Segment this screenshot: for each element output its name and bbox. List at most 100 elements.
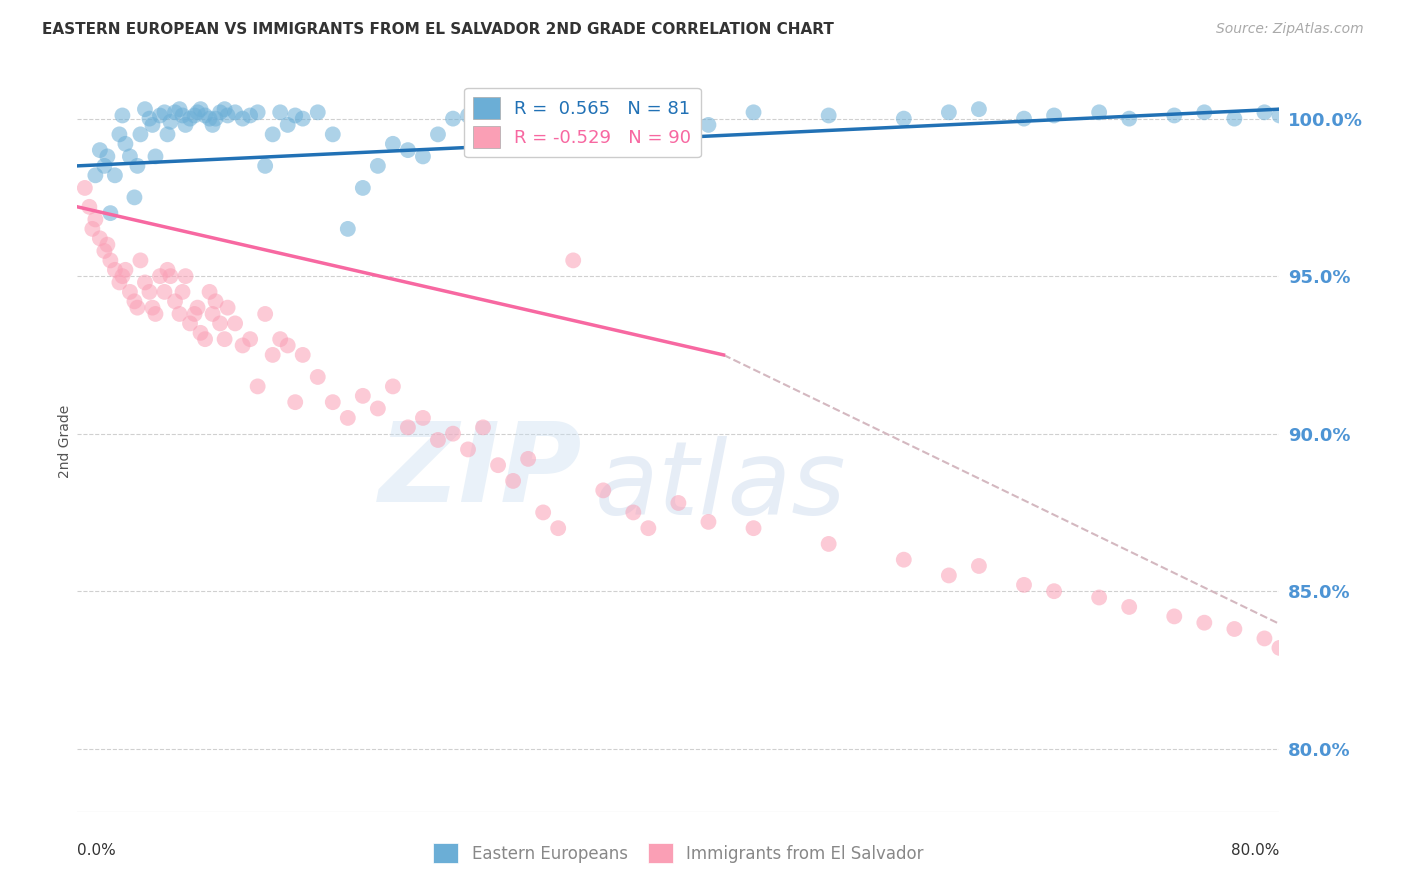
Point bbox=[159, 115, 181, 129]
Point bbox=[204, 294, 226, 309]
Point bbox=[169, 102, 191, 116]
Point bbox=[592, 118, 614, 132]
Point bbox=[217, 301, 239, 315]
Point bbox=[621, 105, 644, 120]
Point bbox=[291, 112, 314, 126]
Point bbox=[621, 505, 644, 519]
Point bbox=[156, 128, 179, 142]
Point bbox=[111, 269, 134, 284]
Text: atlas: atlas bbox=[595, 436, 846, 536]
Point bbox=[269, 332, 291, 346]
Point bbox=[637, 521, 659, 535]
Point bbox=[441, 112, 464, 126]
Point bbox=[1012, 578, 1035, 592]
Point bbox=[239, 108, 262, 122]
Text: Source: ZipAtlas.com: Source: ZipAtlas.com bbox=[1216, 22, 1364, 37]
Point bbox=[214, 332, 236, 346]
Point bbox=[239, 332, 262, 346]
Point bbox=[381, 136, 404, 151]
Point bbox=[637, 108, 659, 122]
Point bbox=[1268, 640, 1291, 655]
Point bbox=[1223, 112, 1246, 126]
Text: 0.0%: 0.0% bbox=[77, 843, 117, 858]
Point bbox=[127, 301, 149, 315]
Point bbox=[381, 379, 404, 393]
Point bbox=[84, 212, 107, 227]
Y-axis label: 2nd Grade: 2nd Grade bbox=[58, 405, 72, 478]
Point bbox=[336, 222, 359, 236]
Point bbox=[104, 263, 127, 277]
Point bbox=[127, 159, 149, 173]
Point bbox=[531, 505, 554, 519]
Text: 80.0%: 80.0% bbox=[1232, 843, 1279, 858]
Point bbox=[1088, 591, 1111, 605]
Point bbox=[291, 348, 314, 362]
Point bbox=[73, 181, 96, 195]
Point bbox=[817, 108, 839, 122]
Point bbox=[174, 118, 197, 132]
Point bbox=[1163, 108, 1185, 122]
Point bbox=[262, 128, 284, 142]
Point bbox=[1253, 105, 1275, 120]
Point bbox=[592, 483, 614, 498]
Point bbox=[1298, 653, 1320, 667]
Point bbox=[938, 105, 960, 120]
Point bbox=[1088, 105, 1111, 120]
Point bbox=[163, 105, 186, 120]
Point bbox=[129, 128, 152, 142]
Point bbox=[217, 108, 239, 122]
Point bbox=[138, 285, 160, 299]
Point bbox=[194, 108, 217, 122]
Point bbox=[190, 102, 212, 116]
Point bbox=[547, 521, 569, 535]
Point bbox=[93, 244, 115, 258]
Point bbox=[1118, 112, 1140, 126]
Point bbox=[457, 442, 479, 457]
Point bbox=[138, 112, 160, 126]
Point bbox=[893, 552, 915, 566]
Point bbox=[472, 118, 495, 132]
Point bbox=[145, 307, 167, 321]
Point bbox=[457, 108, 479, 122]
Point bbox=[1223, 622, 1246, 636]
Point bbox=[262, 348, 284, 362]
Point bbox=[254, 307, 277, 321]
Point bbox=[1268, 108, 1291, 122]
Point bbox=[118, 285, 141, 299]
Point bbox=[209, 105, 232, 120]
Point bbox=[668, 496, 690, 510]
Point bbox=[198, 285, 221, 299]
Legend: Eastern Europeans, Immigrants from El Salvador: Eastern Europeans, Immigrants from El Sa… bbox=[426, 837, 931, 870]
Point bbox=[1343, 663, 1365, 677]
Point bbox=[224, 317, 246, 331]
Point bbox=[84, 169, 107, 183]
Point bbox=[427, 128, 450, 142]
Point bbox=[232, 338, 254, 352]
Point bbox=[967, 102, 990, 116]
Point bbox=[172, 108, 194, 122]
Point bbox=[153, 285, 176, 299]
Point bbox=[145, 149, 167, 163]
Point bbox=[172, 285, 194, 299]
Point bbox=[486, 458, 509, 472]
Point bbox=[427, 433, 450, 447]
Point bbox=[277, 338, 299, 352]
Point bbox=[104, 169, 127, 183]
Point bbox=[214, 102, 236, 116]
Point bbox=[336, 411, 359, 425]
Point bbox=[124, 190, 146, 204]
Point bbox=[352, 389, 374, 403]
Point bbox=[100, 253, 122, 268]
Point bbox=[108, 276, 131, 290]
Point bbox=[502, 128, 524, 142]
Point bbox=[96, 237, 118, 252]
Point bbox=[209, 317, 232, 331]
Point bbox=[194, 332, 217, 346]
Point bbox=[697, 118, 720, 132]
Point bbox=[742, 105, 765, 120]
Point bbox=[183, 108, 205, 122]
Point bbox=[742, 521, 765, 535]
Point bbox=[141, 301, 163, 315]
Point bbox=[441, 426, 464, 441]
Point bbox=[396, 420, 419, 434]
